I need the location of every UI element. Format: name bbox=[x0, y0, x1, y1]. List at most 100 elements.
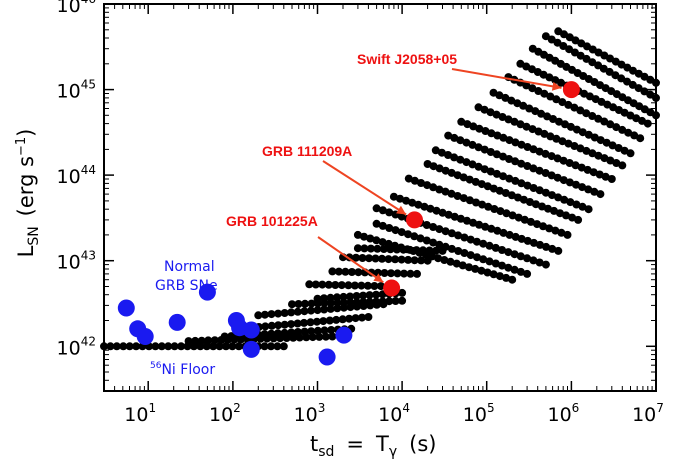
model-dot bbox=[562, 211, 570, 220]
model-dot bbox=[444, 151, 452, 159]
x-label-eq: = bbox=[346, 432, 364, 456]
annotation-arrow-head bbox=[373, 273, 384, 283]
model-dot bbox=[552, 134, 561, 143]
model-dot bbox=[501, 189, 510, 197]
model-dot bbox=[456, 136, 465, 145]
model-dot bbox=[446, 257, 455, 266]
model-dot bbox=[519, 101, 528, 110]
model-dot bbox=[456, 214, 465, 223]
model-dot bbox=[560, 195, 569, 204]
model-dot bbox=[378, 238, 387, 247]
model-dot bbox=[507, 191, 516, 200]
label-grb-sne: GRB SNe bbox=[155, 278, 218, 294]
model-dot bbox=[209, 342, 218, 351]
model-dot bbox=[396, 194, 404, 203]
model-dot bbox=[553, 173, 562, 182]
x-tick-label: 101 bbox=[124, 401, 156, 426]
model-dot bbox=[450, 133, 459, 142]
model-dot bbox=[536, 240, 544, 249]
model-dot bbox=[606, 156, 615, 165]
model-dot bbox=[288, 300, 296, 309]
annotation-arrows bbox=[317, 68, 562, 284]
model-dot bbox=[505, 174, 514, 183]
model-dot bbox=[397, 212, 406, 221]
model-dot bbox=[474, 103, 483, 112]
model-dot bbox=[429, 223, 438, 231]
model-dot bbox=[346, 298, 355, 307]
model-dot bbox=[517, 159, 526, 168]
x-label-T-sub: γ bbox=[389, 444, 397, 460]
model-dot bbox=[541, 32, 550, 41]
model-dot bbox=[505, 155, 513, 163]
model-dot bbox=[320, 294, 328, 303]
model-dot bbox=[474, 162, 483, 171]
model-dot bbox=[431, 146, 440, 155]
model-dot bbox=[321, 332, 330, 341]
model-dot bbox=[435, 240, 444, 249]
model-dot bbox=[486, 148, 495, 156]
model-dot bbox=[414, 200, 423, 209]
model-dot bbox=[417, 256, 426, 265]
annotation-arrow-head bbox=[551, 81, 562, 91]
model-dot bbox=[371, 254, 380, 263]
model-dot bbox=[301, 299, 309, 308]
model-dot bbox=[438, 208, 447, 217]
model-dot bbox=[350, 281, 359, 290]
model-dot bbox=[565, 45, 574, 54]
y-tick-label: 1044 bbox=[57, 163, 96, 188]
model-dot bbox=[365, 297, 374, 306]
model-dot bbox=[423, 181, 432, 190]
x-tick-label: 104 bbox=[378, 401, 410, 426]
model-dot bbox=[132, 342, 141, 351]
model-dot bbox=[551, 226, 560, 235]
model-dot bbox=[379, 245, 388, 253]
model-dot bbox=[529, 256, 538, 265]
model-dot bbox=[537, 109, 546, 118]
model-dot bbox=[345, 314, 354, 323]
normal-grb-sn-point bbox=[242, 321, 260, 339]
normal-grb-sn-point bbox=[242, 340, 260, 358]
model-dot bbox=[483, 182, 492, 191]
model-dot bbox=[366, 244, 375, 253]
model-dot bbox=[540, 89, 549, 98]
model-dot bbox=[499, 172, 508, 181]
model-dot bbox=[559, 156, 568, 165]
model-dot bbox=[471, 264, 480, 273]
model-dot bbox=[624, 128, 633, 137]
model-dot bbox=[300, 307, 309, 316]
model-dot bbox=[307, 306, 315, 315]
model-dot bbox=[472, 198, 480, 207]
model-dot bbox=[535, 147, 544, 156]
model-dot bbox=[590, 187, 599, 196]
model-dot bbox=[351, 314, 360, 323]
model-dot bbox=[353, 244, 362, 253]
model-dot bbox=[462, 138, 471, 147]
model-dot bbox=[422, 221, 431, 229]
model-dot bbox=[481, 127, 490, 135]
model-dot bbox=[507, 96, 516, 105]
model-dot bbox=[460, 249, 469, 257]
model-dot bbox=[542, 242, 551, 251]
model-dot bbox=[583, 165, 592, 174]
model-dot bbox=[408, 198, 417, 207]
model-dot bbox=[267, 310, 276, 319]
y-label-L: L bbox=[14, 245, 38, 257]
model-dot bbox=[397, 228, 406, 237]
model-dot bbox=[339, 292, 348, 301]
model-dot bbox=[437, 148, 446, 157]
model-dot bbox=[554, 193, 563, 202]
model-dot bbox=[444, 210, 453, 219]
model-dot bbox=[523, 143, 532, 151]
model-dot bbox=[513, 193, 522, 202]
label-normal: Normal bbox=[164, 259, 215, 275]
plot-frame bbox=[103, 3, 657, 392]
model-dot bbox=[320, 326, 329, 335]
model-dot bbox=[588, 112, 597, 120]
model-dot bbox=[447, 244, 456, 253]
model-dot bbox=[499, 152, 507, 161]
model-dot bbox=[313, 306, 322, 315]
model-dot bbox=[326, 293, 335, 302]
model-dot bbox=[450, 212, 459, 221]
model-dot bbox=[541, 169, 550, 177]
model-dot bbox=[480, 105, 489, 114]
